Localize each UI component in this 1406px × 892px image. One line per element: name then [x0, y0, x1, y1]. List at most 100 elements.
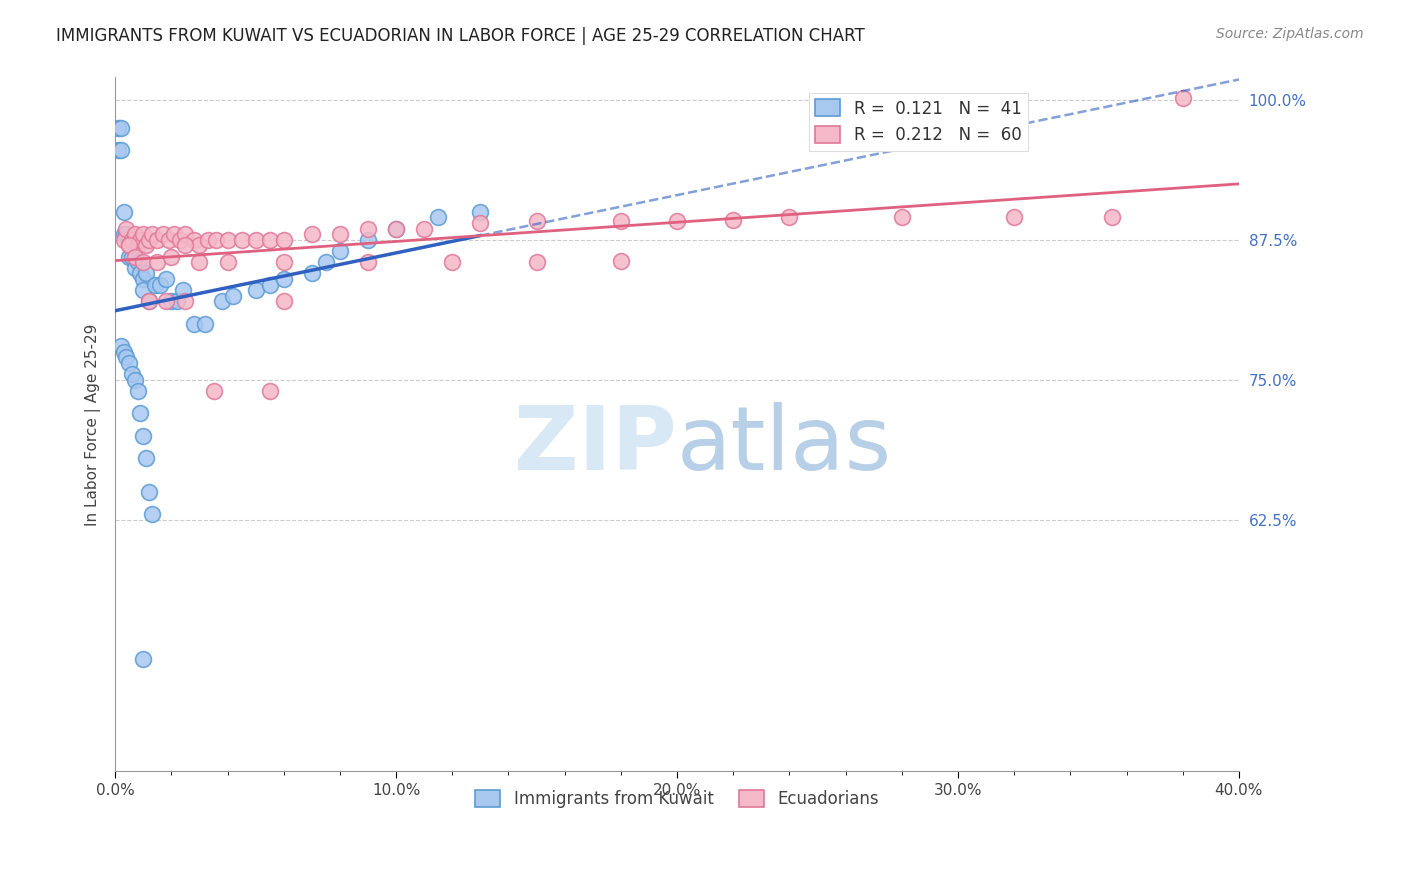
- Point: [146, 233, 169, 247]
- Point: [245, 283, 267, 297]
- Point: [107, 120, 129, 135]
- Point: [115, 221, 138, 235]
- Point: [217, 233, 239, 247]
- Point: [115, 351, 138, 365]
- Point: [118, 238, 141, 252]
- Point: [273, 255, 295, 269]
- Point: [245, 233, 267, 247]
- Point: [205, 233, 228, 247]
- Point: [526, 255, 548, 269]
- Point: [160, 250, 183, 264]
- Point: [112, 344, 135, 359]
- Point: [132, 283, 155, 297]
- Point: [259, 384, 281, 398]
- Point: [441, 255, 464, 269]
- Point: [427, 211, 450, 225]
- Point: [890, 211, 912, 225]
- Point: [124, 233, 146, 247]
- Point: [138, 294, 160, 309]
- Point: [166, 294, 188, 309]
- Point: [357, 255, 380, 269]
- Point: [107, 143, 129, 157]
- Point: [169, 233, 191, 247]
- Point: [141, 507, 163, 521]
- Point: [129, 266, 152, 280]
- Point: [132, 227, 155, 241]
- Point: [183, 317, 205, 331]
- Point: [273, 233, 295, 247]
- Point: [124, 373, 146, 387]
- Point: [172, 283, 194, 297]
- Point: [121, 367, 143, 381]
- Legend: Immigrants from Kuwait, Ecuadorians: Immigrants from Kuwait, Ecuadorians: [468, 783, 886, 815]
- Point: [132, 428, 155, 442]
- Point: [222, 288, 245, 302]
- Point: [183, 233, 205, 247]
- Point: [124, 250, 146, 264]
- Point: [132, 255, 155, 269]
- Point: [138, 484, 160, 499]
- Point: [141, 227, 163, 241]
- Point: [129, 233, 152, 247]
- Point: [1101, 211, 1123, 225]
- Point: [273, 272, 295, 286]
- Point: [231, 233, 253, 247]
- Point: [301, 227, 323, 241]
- Point: [610, 254, 633, 268]
- Point: [197, 233, 219, 247]
- Point: [174, 227, 197, 241]
- Point: [121, 238, 143, 252]
- Point: [385, 221, 408, 235]
- Point: [143, 277, 166, 292]
- Point: [135, 238, 157, 252]
- Point: [259, 233, 281, 247]
- Point: [666, 213, 689, 227]
- Point: [129, 406, 152, 420]
- Point: [115, 227, 138, 241]
- Point: [152, 227, 174, 241]
- Point: [118, 250, 141, 264]
- Point: [188, 238, 211, 252]
- Point: [413, 221, 436, 235]
- Point: [211, 294, 233, 309]
- Point: [118, 233, 141, 247]
- Point: [127, 255, 149, 269]
- Point: [259, 277, 281, 292]
- Point: [132, 272, 155, 286]
- Point: [357, 233, 380, 247]
- Point: [194, 317, 217, 331]
- Point: [110, 143, 132, 157]
- Point: [778, 211, 800, 225]
- Text: Source: ZipAtlas.com: Source: ZipAtlas.com: [1216, 27, 1364, 41]
- Point: [132, 652, 155, 666]
- Point: [124, 260, 146, 275]
- Point: [470, 204, 492, 219]
- Point: [124, 227, 146, 241]
- Point: [146, 255, 169, 269]
- Y-axis label: In Labor Force | Age 25-29: In Labor Force | Age 25-29: [86, 323, 101, 525]
- Point: [155, 272, 177, 286]
- Text: ZIP: ZIP: [515, 401, 678, 489]
- Point: [357, 221, 380, 235]
- Point: [112, 233, 135, 247]
- Point: [329, 244, 352, 258]
- Point: [301, 266, 323, 280]
- Point: [157, 233, 180, 247]
- Point: [188, 255, 211, 269]
- Point: [138, 233, 160, 247]
- Point: [118, 238, 141, 252]
- Point: [121, 233, 143, 247]
- Point: [174, 294, 197, 309]
- Point: [202, 384, 225, 398]
- Point: [526, 213, 548, 227]
- Point: [127, 233, 149, 247]
- Point: [163, 227, 186, 241]
- Point: [127, 238, 149, 252]
- Point: [610, 213, 633, 227]
- Text: IMMIGRANTS FROM KUWAIT VS ECUADORIAN IN LABOR FORCE | AGE 25-29 CORRELATION CHAR: IMMIGRANTS FROM KUWAIT VS ECUADORIAN IN …: [56, 27, 865, 45]
- Point: [174, 238, 197, 252]
- Point: [121, 250, 143, 264]
- Point: [135, 450, 157, 465]
- Point: [112, 227, 135, 241]
- Point: [110, 339, 132, 353]
